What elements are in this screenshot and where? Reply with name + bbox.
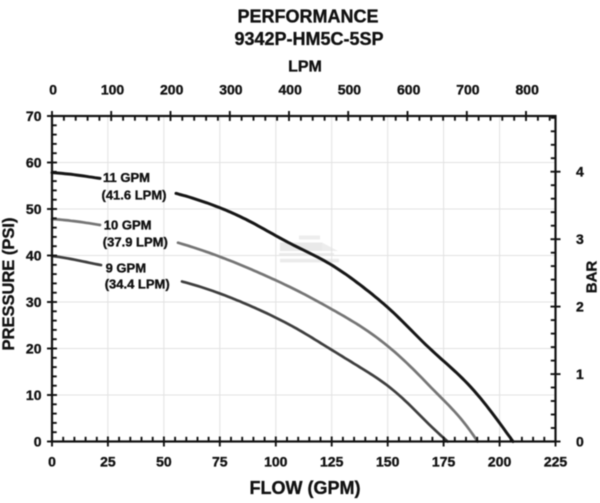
- svg-text:150: 150: [376, 454, 400, 470]
- svg-text:30: 30: [26, 294, 42, 310]
- svg-text:125: 125: [320, 454, 344, 470]
- svg-text:100: 100: [101, 82, 125, 98]
- svg-text:LPM: LPM: [288, 59, 322, 76]
- svg-text:10 GPM: 10 GPM: [104, 218, 152, 233]
- svg-text:300: 300: [219, 82, 243, 98]
- svg-text:11 GPM: 11 GPM: [103, 170, 150, 185]
- svg-text:200: 200: [488, 454, 512, 470]
- svg-text:10: 10: [26, 387, 42, 403]
- svg-text:FLOW (GPM): FLOW (GPM): [250, 478, 361, 498]
- svg-text:PRESSURE (PSI): PRESSURE (PSI): [0, 218, 18, 351]
- svg-text:(37.9 LPM): (37.9 LPM): [103, 234, 168, 249]
- svg-text:9342P-HM5C-5SP: 9342P-HM5C-5SP: [234, 29, 383, 49]
- svg-text:1: 1: [576, 366, 584, 382]
- svg-text:70: 70: [26, 108, 42, 124]
- svg-text:0: 0: [48, 454, 56, 470]
- svg-text:0: 0: [34, 434, 42, 450]
- svg-text:60: 60: [26, 155, 42, 171]
- svg-text:0: 0: [49, 82, 57, 98]
- svg-text:200: 200: [160, 82, 184, 98]
- svg-text:50: 50: [156, 454, 172, 470]
- svg-text:600: 600: [397, 82, 421, 98]
- svg-text:(41.6 LPM): (41.6 LPM): [102, 188, 167, 203]
- svg-text:20: 20: [26, 341, 42, 357]
- svg-text:800: 800: [516, 82, 540, 98]
- svg-text:40: 40: [26, 248, 42, 264]
- svg-text:75: 75: [212, 454, 228, 470]
- svg-text:400: 400: [279, 82, 303, 98]
- svg-text:700: 700: [456, 82, 480, 98]
- svg-text:100: 100: [264, 454, 288, 470]
- svg-text:3: 3: [576, 231, 584, 247]
- svg-text:2: 2: [576, 299, 584, 315]
- svg-text:500: 500: [338, 82, 362, 98]
- svg-text:BAR: BAR: [584, 261, 600, 294]
- svg-text:PERFORMANCE: PERFORMANCE: [237, 7, 378, 27]
- svg-text:50: 50: [26, 201, 42, 217]
- svg-text:9 GPM: 9 GPM: [106, 261, 146, 276]
- svg-text:225: 225: [544, 454, 568, 470]
- svg-text:4: 4: [576, 164, 584, 180]
- svg-text:0: 0: [576, 434, 584, 450]
- svg-text:25: 25: [100, 454, 116, 470]
- svg-text:(34.4 LPM): (34.4 LPM): [105, 277, 170, 292]
- svg-text:175: 175: [432, 454, 456, 470]
